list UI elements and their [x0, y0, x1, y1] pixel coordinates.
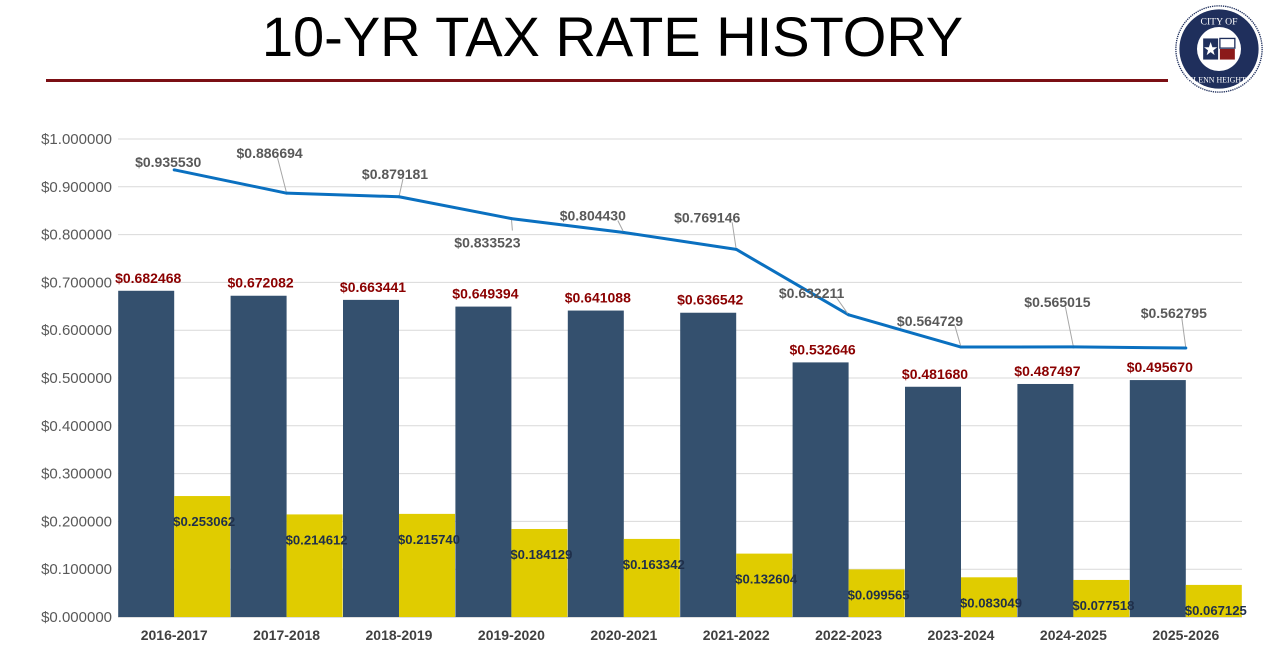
x-tick-label: 2022-2023	[815, 627, 882, 643]
bar-series2	[1185, 584, 1242, 617]
line-label: $0.564729	[897, 313, 963, 329]
bar-series1	[792, 362, 849, 617]
line-point	[734, 247, 738, 251]
bar-label-series2: $0.214612	[286, 533, 348, 547]
bar-label-series1: $0.649394	[452, 286, 518, 302]
svg-text:CITY OF: CITY OF	[1201, 16, 1239, 27]
y-tick-label: $0.000000	[41, 609, 112, 626]
bar-series2	[1073, 579, 1130, 617]
x-tick-label: 2025-2026	[1152, 627, 1219, 643]
line-point	[285, 191, 289, 195]
bar-label-series1: $0.532646	[790, 341, 856, 357]
x-tick-label: 2021-2022	[703, 627, 770, 643]
bar-series1	[455, 306, 512, 617]
line-label: $0.769146	[674, 209, 740, 225]
line-point	[622, 230, 626, 234]
x-tick-label: 2024-2025	[1040, 627, 1107, 643]
line-point	[1184, 346, 1188, 350]
leader-line	[398, 178, 404, 197]
bar-series2	[511, 528, 568, 617]
bar-series2	[961, 577, 1017, 617]
bar-label-series1: $0.481680	[902, 366, 968, 382]
bar-label-series1: $0.636542	[677, 292, 743, 308]
bar-label-series2: $0.163342	[623, 558, 685, 572]
bar-label-series2: $0.215740	[398, 533, 460, 547]
bar-label-series1: $0.672082	[228, 275, 294, 291]
leader-line	[1064, 306, 1074, 348]
bar-label-series1: $0.487497	[1014, 363, 1080, 379]
bar-series2	[623, 538, 680, 617]
x-tick-label: 2020-2021	[590, 627, 657, 643]
city-seal-logo: CITY OF GLENN HEIGHTS	[1175, 5, 1263, 93]
bar-label-series1: $0.641088	[565, 290, 631, 306]
bar-series1	[905, 386, 961, 617]
bar-label-series2: $0.067125	[1185, 604, 1247, 618]
bar-label-series1: $0.495670	[1127, 359, 1193, 375]
line-label: $0.833523	[454, 235, 520, 251]
leader-line	[836, 297, 850, 316]
bar-series2	[399, 513, 455, 617]
bar-series2	[174, 496, 231, 617]
line-point	[397, 195, 401, 199]
x-tick-label: 2023-2024	[928, 627, 995, 643]
bar-label-series2: $0.099565	[848, 588, 910, 602]
bar-series2	[286, 514, 343, 617]
bar-label-series2: $0.132604	[735, 573, 797, 587]
title-divider	[46, 79, 1168, 82]
bar-label-series2: $0.184129	[510, 548, 572, 562]
bar-series1	[343, 299, 399, 617]
x-tick-label: 2019-2020	[478, 627, 545, 643]
y-tick-label: $0.100000	[41, 561, 112, 578]
x-tick-label: 2016-2017	[141, 627, 208, 643]
line-point	[172, 168, 176, 172]
bar-series1	[230, 295, 287, 617]
line-label: $0.804430	[560, 207, 626, 223]
bar-label-series2: $0.253062	[173, 515, 235, 529]
page-title: 10-YR TAX RATE HISTORY	[261, 5, 964, 68]
line-label: $0.632211	[779, 285, 845, 301]
bar-series1	[680, 312, 737, 617]
x-tick-label: 2018-2019	[366, 627, 433, 643]
bar-series1	[567, 310, 624, 617]
y-tick-label: $0.300000	[41, 466, 112, 483]
y-tick-label: $0.800000	[41, 227, 112, 244]
bar-label-series1: $0.682468	[115, 270, 181, 286]
leader-line	[617, 220, 625, 233]
leader-line	[954, 325, 962, 348]
y-tick-label: $0.500000	[41, 370, 112, 387]
bar-label-series2: $0.077518	[1072, 599, 1134, 613]
bar-series1	[118, 290, 175, 617]
y-tick-label: $0.700000	[41, 274, 112, 291]
line-label: $0.879181	[362, 166, 428, 182]
leader-line	[510, 218, 513, 231]
bar-label-series1: $0.663441	[340, 279, 406, 295]
line-point	[959, 345, 963, 349]
leader-line	[1181, 317, 1187, 349]
svg-text:GLENN HEIGHTS: GLENN HEIGHTS	[1188, 75, 1251, 84]
line-label: $0.886694	[237, 145, 303, 161]
leader-line	[731, 222, 737, 250]
y-tick-label: $0.900000	[41, 179, 112, 196]
leader-line	[277, 158, 288, 194]
line-series3	[173, 168, 1186, 350]
bar-series2	[736, 553, 793, 617]
line-label: $0.935530	[135, 154, 201, 170]
y-tick-label: $1.000000	[41, 131, 112, 148]
y-tick-label: $0.200000	[41, 513, 112, 530]
y-tick-label: $0.600000	[41, 322, 112, 339]
bar-series2	[848, 569, 905, 617]
line-point	[847, 313, 851, 317]
bar-series1	[1129, 380, 1186, 617]
line-label: $0.562795	[1141, 305, 1207, 321]
line-point	[1071, 345, 1075, 349]
line-point	[509, 217, 513, 221]
bar-series1	[1017, 383, 1074, 617]
y-tick-label: $0.400000	[41, 418, 112, 435]
x-tick-label: 2017-2018	[253, 627, 320, 643]
bar-label-series2: $0.083049	[960, 596, 1022, 610]
line-label: $0.565015	[1024, 294, 1090, 310]
